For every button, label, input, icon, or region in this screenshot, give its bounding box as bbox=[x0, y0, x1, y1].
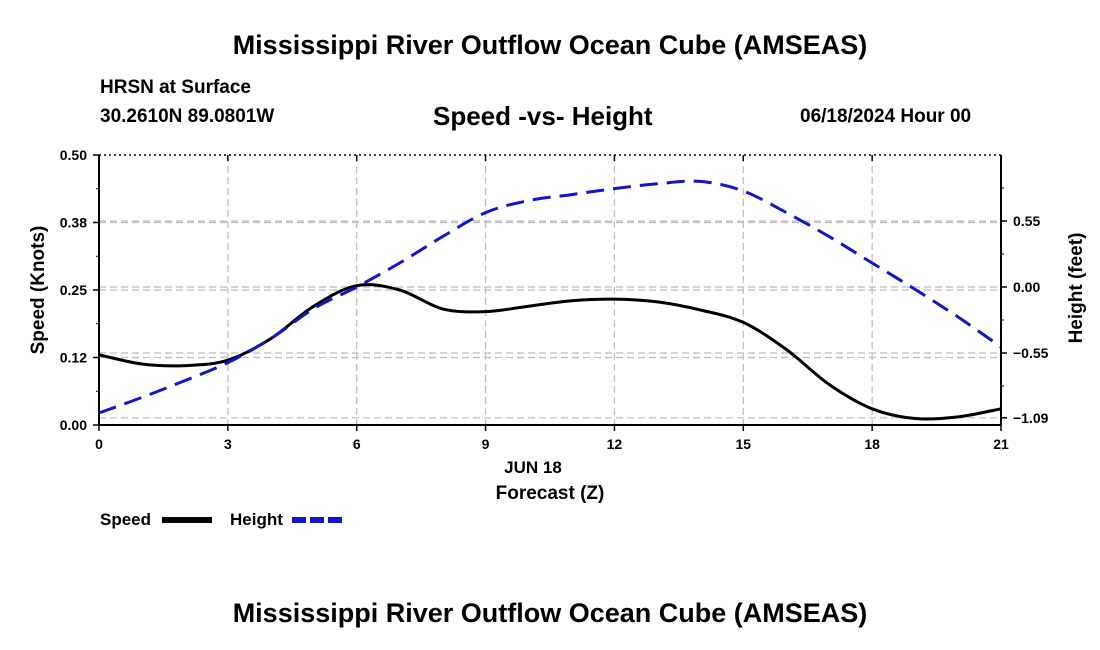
location-label: HRSN at Surface bbox=[100, 77, 251, 98]
y-tick-label: 0.12 bbox=[60, 350, 87, 366]
legend-label-height: Height bbox=[230, 510, 283, 529]
x-tick-label: 9 bbox=[482, 436, 490, 452]
series-line-speed bbox=[98, 283, 1002, 421]
series-line-height bbox=[98, 179, 1002, 415]
legend: Speed Height bbox=[100, 510, 342, 529]
x-tick-label: 21 bbox=[993, 436, 1009, 452]
coordinates-label: 30.2610N 89.0801W bbox=[100, 106, 275, 127]
x-tick-label: 18 bbox=[864, 436, 880, 452]
x-tick-label: 15 bbox=[735, 436, 751, 452]
chart-title: Mississippi River Outflow Ocean Cube (AM… bbox=[232, 30, 868, 60]
y-tick-label: 0.38 bbox=[60, 215, 87, 231]
y2-tick-label: −0.55 bbox=[1013, 345, 1049, 361]
x-axis-date-label: JUN 18 bbox=[504, 458, 562, 477]
y2-axis-label: Height (feet) bbox=[1066, 233, 1087, 344]
axes: 0 3 6 9 12 15 18 21 0.00 0.12 0.25 0.38 0.50 0.55 0.00… bbox=[28, 147, 1087, 504]
legend-label-speed: Speed bbox=[100, 510, 151, 529]
series-layer bbox=[98, 179, 1002, 421]
x-tick-label: 12 bbox=[607, 436, 623, 452]
x-tick-label: 6 bbox=[353, 436, 361, 452]
x-tick-label: 0 bbox=[95, 436, 103, 452]
y2-tick-label: 0.55 bbox=[1013, 213, 1040, 229]
y-tick-label: 0.25 bbox=[60, 282, 87, 298]
y2-tick-label: 0.00 bbox=[1013, 279, 1040, 295]
y2-tick-label: −1.09 bbox=[1013, 410, 1049, 426]
x-axis-label: Forecast (Z) bbox=[496, 483, 605, 504]
chart-title-bottom: Mississippi River Outflow Ocean Cube (AM… bbox=[232, 598, 868, 628]
date-label: 06/18/2024 Hour 00 bbox=[800, 106, 972, 127]
x-tick-label: 3 bbox=[224, 436, 232, 452]
y-axis-label: Speed (Knots) bbox=[28, 226, 49, 355]
y-tick-label: 0.00 bbox=[60, 417, 87, 433]
y-tick-label: 0.50 bbox=[60, 147, 87, 163]
grid bbox=[99, 154, 1001, 425]
chart-subtitle: Speed -vs- Height bbox=[433, 101, 653, 131]
